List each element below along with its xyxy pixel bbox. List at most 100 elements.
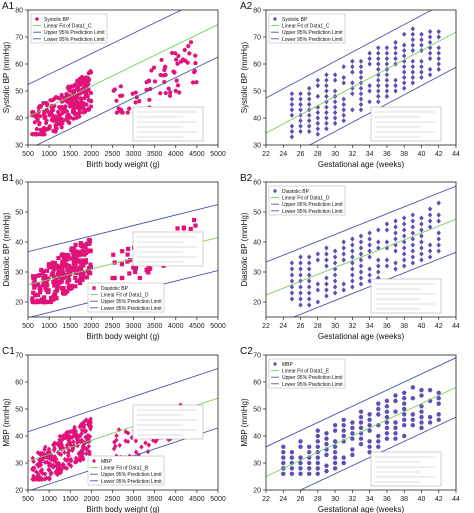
x-tick-label: 22 — [262, 496, 270, 503]
x-tick-label: 32 — [348, 323, 356, 330]
legend-box — [87, 282, 165, 313]
legend-entry: Lower 95% Prediction Limit — [282, 382, 343, 388]
data-point — [36, 476, 42, 482]
data-point — [50, 271, 55, 276]
data-point — [86, 422, 91, 428]
data-point — [85, 419, 91, 425]
y-tick-label: 60 — [15, 180, 23, 187]
x-tick-label: 22 — [262, 323, 270, 330]
data-point — [332, 466, 338, 471]
x-tick-label: 1500 — [62, 496, 78, 503]
data-point — [393, 77, 398, 83]
data-point — [77, 270, 82, 275]
data-point — [59, 467, 64, 474]
data-point — [298, 302, 303, 308]
data-point — [173, 88, 178, 93]
legend-marker — [273, 361, 277, 367]
data-point — [88, 416, 93, 422]
data-point — [55, 284, 60, 289]
stats-box — [370, 451, 442, 487]
data-point — [47, 449, 52, 455]
data-point — [332, 77, 338, 83]
data-point — [137, 275, 142, 281]
data-point — [59, 271, 65, 276]
x-tick-label: 38 — [400, 323, 408, 330]
data-point — [65, 289, 70, 294]
data-point — [436, 390, 442, 395]
data-point — [384, 431, 390, 436]
data-point — [289, 471, 295, 476]
data-point — [332, 444, 338, 449]
data-point — [332, 455, 338, 460]
data-point — [315, 110, 321, 116]
data-point — [393, 230, 398, 236]
data-point — [401, 412, 407, 417]
data-point — [306, 260, 312, 266]
data-point — [39, 132, 44, 137]
data-point — [133, 269, 138, 275]
data-point — [48, 471, 53, 477]
data-point — [114, 437, 119, 443]
data-point — [384, 45, 390, 51]
data-point — [393, 260, 398, 266]
data-point — [55, 449, 61, 455]
data-point — [191, 217, 197, 223]
data-point — [376, 93, 381, 99]
upper-prediction-limit-line — [28, 10, 183, 85]
data-point — [64, 98, 69, 104]
data-point — [67, 286, 72, 292]
data-point — [324, 110, 329, 116]
x-tick-label: 26 — [297, 496, 305, 503]
data-point — [187, 51, 192, 56]
data-point — [315, 466, 321, 471]
data-point — [64, 253, 69, 259]
data-point — [410, 260, 416, 266]
x-tick-label: 42 — [435, 496, 443, 503]
data-point — [57, 462, 63, 468]
data-point — [49, 457, 54, 463]
legend-entry: Upper 95% Prediction Limit — [101, 472, 162, 478]
data-point — [44, 475, 49, 481]
data-point — [436, 236, 441, 242]
data-point — [74, 436, 80, 442]
x-tick-label: 3500 — [147, 323, 163, 330]
data-point — [393, 88, 398, 94]
data-point — [181, 226, 186, 231]
data-point — [315, 299, 321, 305]
data-point — [53, 117, 58, 122]
data-point — [358, 442, 364, 447]
data-point — [332, 284, 338, 290]
plot-area — [266, 10, 456, 145]
data-point — [350, 272, 355, 278]
x-tick-label: 28 — [314, 496, 322, 503]
x-tick-label: 26 — [297, 151, 305, 158]
data-point — [60, 465, 65, 471]
data-point — [419, 37, 424, 43]
data-point — [419, 74, 424, 81]
x-tick-label: 30 — [331, 323, 339, 330]
data-point — [401, 257, 407, 263]
panel-b1: B1 500 1000 1500 2000 2500 3000 3500 4000 4500 500… — [2, 173, 226, 341]
data-point — [298, 290, 303, 296]
data-point — [324, 293, 329, 299]
data-point — [84, 446, 90, 453]
data-point — [350, 284, 355, 290]
data-point — [86, 106, 91, 111]
data-point — [64, 91, 69, 97]
data-point — [146, 442, 152, 448]
x-axis-label: Birth body weight (g) — [86, 160, 160, 169]
data-point — [78, 101, 83, 107]
data-point — [436, 242, 441, 248]
data-point — [64, 431, 69, 437]
data-point — [315, 257, 321, 263]
data-point — [332, 290, 338, 296]
data-point — [180, 57, 186, 62]
data-point — [131, 265, 136, 270]
data-point — [32, 293, 38, 298]
data-point — [72, 257, 77, 262]
data-point — [32, 278, 37, 283]
upper-prediction-limit-line — [266, 185, 456, 263]
data-point — [78, 96, 83, 101]
data-point — [65, 267, 70, 272]
data-point — [341, 428, 347, 433]
